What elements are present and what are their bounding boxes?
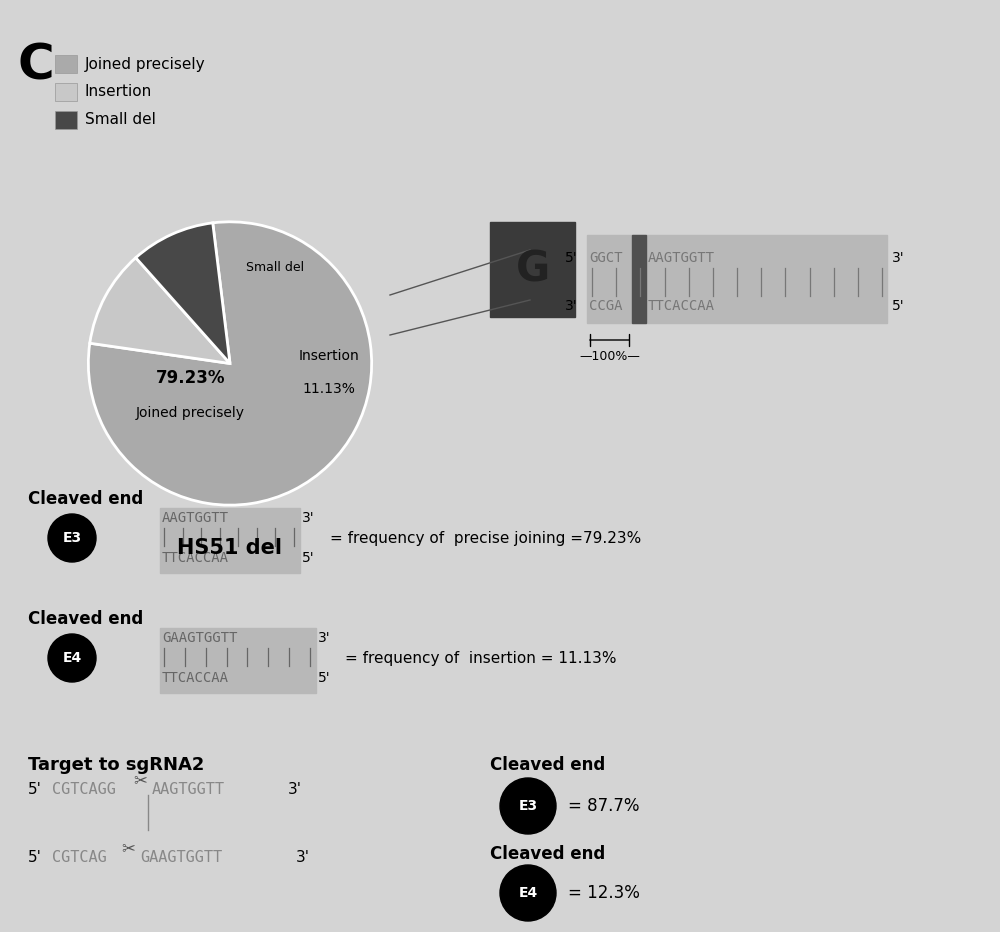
Text: 3': 3'	[892, 251, 905, 265]
FancyBboxPatch shape	[55, 83, 77, 101]
Text: 79.23%: 79.23%	[156, 369, 225, 387]
Text: Small del: Small del	[246, 261, 304, 274]
Text: Target to sgRNA2: Target to sgRNA2	[28, 756, 204, 774]
Text: 5': 5'	[302, 551, 315, 565]
Text: Joined precisely: Joined precisely	[136, 406, 245, 420]
Text: = 12.3%: = 12.3%	[568, 884, 640, 902]
Text: 5': 5'	[28, 851, 42, 866]
Text: E4: E4	[518, 886, 538, 900]
Circle shape	[500, 865, 556, 921]
Wedge shape	[136, 223, 230, 363]
Text: 3': 3'	[288, 783, 302, 798]
Circle shape	[48, 514, 96, 562]
FancyBboxPatch shape	[55, 111, 77, 129]
Text: —100%—: —100%—	[580, 350, 640, 363]
Text: = frequency of  insertion = 11.13%: = frequency of insertion = 11.13%	[345, 651, 616, 665]
Text: 5': 5'	[565, 251, 578, 265]
Text: TTCACCAA: TTCACCAA	[162, 671, 229, 685]
Text: E3: E3	[62, 531, 82, 545]
Text: CGTCAG: CGTCAG	[52, 851, 107, 866]
Text: E3: E3	[518, 799, 538, 813]
Text: 3': 3'	[318, 631, 331, 645]
Text: Cleaved end: Cleaved end	[28, 610, 143, 628]
Text: AAGTGGTT: AAGTGGTT	[162, 511, 229, 525]
Circle shape	[500, 778, 556, 834]
Text: TTCACCAA: TTCACCAA	[162, 551, 229, 565]
FancyBboxPatch shape	[587, 235, 887, 323]
Text: 3': 3'	[296, 851, 310, 866]
Text: ✂: ✂	[121, 839, 135, 857]
Text: 5': 5'	[892, 299, 905, 313]
FancyBboxPatch shape	[160, 508, 300, 573]
Text: TTCACCAA: TTCACCAA	[648, 299, 715, 313]
Text: 5': 5'	[318, 671, 331, 685]
Circle shape	[48, 634, 96, 682]
FancyBboxPatch shape	[160, 628, 316, 693]
Text: = frequency of  precise joining =79.23%: = frequency of precise joining =79.23%	[330, 530, 641, 545]
FancyBboxPatch shape	[632, 235, 646, 323]
FancyBboxPatch shape	[490, 222, 575, 317]
Text: Small del: Small del	[85, 113, 156, 128]
Text: HS51 del: HS51 del	[177, 538, 283, 557]
Text: Cleaved end: Cleaved end	[490, 756, 605, 774]
Text: AAGTGGTT: AAGTGGTT	[152, 783, 225, 798]
Wedge shape	[88, 222, 372, 505]
Text: GAAGTGGTT: GAAGTGGTT	[162, 631, 237, 645]
Text: Insertion: Insertion	[299, 350, 360, 363]
Text: CCGA: CCGA	[589, 299, 622, 313]
Text: 11.13%: 11.13%	[303, 382, 356, 396]
Text: Joined precisely: Joined precisely	[85, 57, 206, 72]
Text: Cleaved end: Cleaved end	[28, 490, 143, 508]
Wedge shape	[90, 258, 230, 363]
Text: 3': 3'	[565, 299, 578, 313]
Text: CGTCAGG: CGTCAGG	[52, 783, 116, 798]
FancyBboxPatch shape	[55, 55, 77, 73]
Text: 5': 5'	[28, 783, 42, 798]
Text: AAGTGGTT: AAGTGGTT	[648, 251, 715, 265]
Text: 3': 3'	[302, 511, 315, 525]
Text: ✂: ✂	[133, 771, 147, 789]
Text: G: G	[515, 249, 550, 291]
Text: GAAGTGGTT: GAAGTGGTT	[140, 851, 222, 866]
Text: = 87.7%: = 87.7%	[568, 797, 640, 815]
Text: E4: E4	[62, 651, 82, 665]
Text: GGCT: GGCT	[589, 251, 622, 265]
Text: C: C	[18, 42, 55, 90]
Text: Insertion: Insertion	[85, 85, 152, 100]
Text: Cleaved end: Cleaved end	[490, 845, 605, 863]
